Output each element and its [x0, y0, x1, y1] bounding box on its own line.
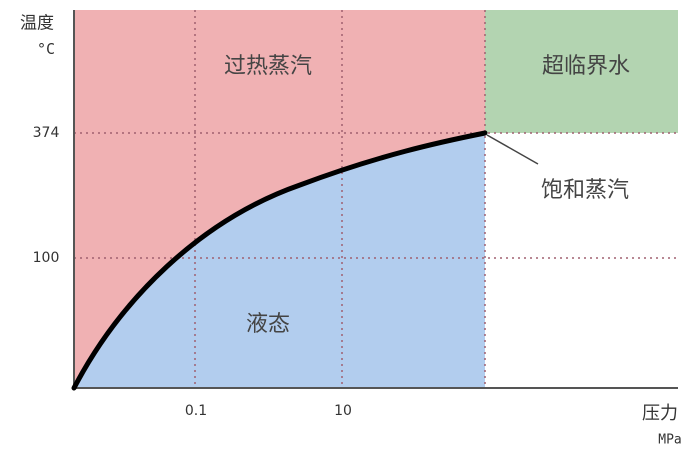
saturated-steam-leader	[486, 134, 539, 165]
superheated-steam-label: 过热蒸汽	[223, 54, 313, 79]
supercritical-water-region	[485, 10, 678, 133]
liquid-region	[74, 133, 485, 388]
y-axis-label: 温度	[20, 13, 54, 34]
grid-lines	[74, 10, 678, 388]
x-tick-0.1: 0.1	[184, 403, 208, 419]
saturated-steam-label: 饱和蒸汽	[540, 178, 630, 203]
y-tick-100: 100	[32, 250, 60, 266]
supercritical-water-label: 超临界水	[541, 54, 631, 79]
y-tick-374: 374	[32, 125, 60, 141]
saturation-curve	[71, 130, 488, 391]
y-axis-unit: °C	[36, 40, 56, 58]
x-tick-10: 10	[334, 403, 352, 419]
liquid-label: 液态	[245, 312, 291, 337]
x-axis-unit: MPa	[658, 432, 682, 448]
x-axis-label: 压力	[642, 403, 678, 424]
